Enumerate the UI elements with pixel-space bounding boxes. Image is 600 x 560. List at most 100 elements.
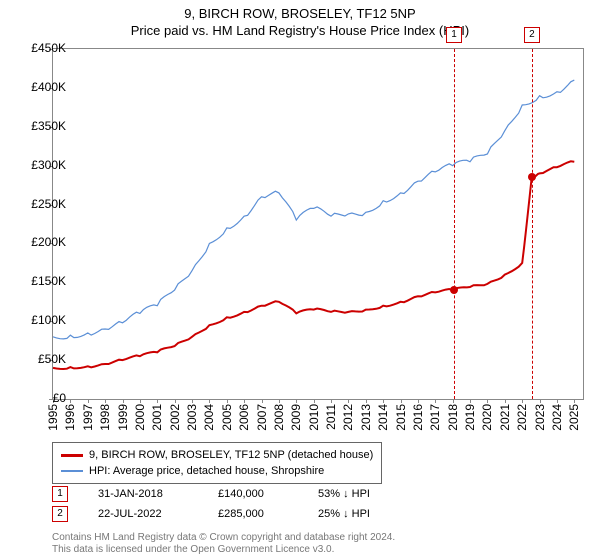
x-axis-label: 1999	[116, 404, 130, 431]
x-axis-label: 2019	[463, 404, 477, 431]
sale-rows: 1 31-JAN-2018 £140,000 53% ↓ HPI 2 22-JU…	[52, 486, 370, 526]
y-axis-label: £100K	[6, 313, 66, 327]
sale-diff: 53% ↓ HPI	[318, 488, 370, 500]
footer-line1: Contains HM Land Registry data © Crown c…	[52, 532, 395, 544]
chart-title-line1: 9, BIRCH ROW, BROSELEY, TF12 5NP	[0, 0, 600, 21]
x-axis-label: 2009	[289, 404, 303, 431]
x-axis-label: 2017	[428, 404, 442, 431]
chart-title-line2: Price paid vs. HM Land Registry's House …	[0, 21, 600, 38]
legend-row-series2: HPI: Average price, detached house, Shro…	[61, 463, 373, 479]
footer: Contains HM Land Registry data © Crown c…	[52, 532, 395, 556]
x-axis-label: 2015	[394, 404, 408, 431]
legend-label-2: HPI: Average price, detached house, Shro…	[89, 463, 324, 479]
x-tick	[418, 399, 419, 403]
legend-row-series1: 9, BIRCH ROW, BROSELEY, TF12 5NP (detach…	[61, 447, 373, 463]
legend-swatch-2	[61, 470, 83, 472]
x-tick	[366, 399, 367, 403]
sale-price: £140,000	[218, 488, 288, 500]
y-axis-label: £450K	[6, 41, 66, 55]
legend: 9, BIRCH ROW, BROSELEY, TF12 5NP (detach…	[52, 442, 382, 484]
x-tick	[540, 399, 541, 403]
x-tick	[574, 399, 575, 403]
x-axis-label: 2023	[533, 404, 547, 431]
x-tick	[435, 399, 436, 403]
legend-swatch-1	[61, 454, 83, 457]
sale-dot	[450, 286, 458, 294]
x-axis-label: 2024	[550, 404, 564, 431]
sale-marker-box: 1	[446, 27, 462, 43]
sale-row: 2 22-JUL-2022 £285,000 25% ↓ HPI	[52, 506, 370, 522]
x-tick	[505, 399, 506, 403]
y-axis-label: £150K	[6, 274, 66, 288]
x-axis-label: 2025	[567, 404, 581, 431]
x-axis-label: 2001	[150, 404, 164, 431]
x-axis-label: 2005	[220, 404, 234, 431]
sale-price: £285,000	[218, 508, 288, 520]
x-tick	[140, 399, 141, 403]
x-axis-label: 2010	[307, 404, 321, 431]
x-axis-label: 2016	[411, 404, 425, 431]
x-tick	[453, 399, 454, 403]
x-tick	[314, 399, 315, 403]
x-tick	[175, 399, 176, 403]
y-axis-label: £200K	[6, 235, 66, 249]
x-tick	[70, 399, 71, 403]
sale-row: 1 31-JAN-2018 £140,000 53% ↓ HPI	[52, 486, 370, 502]
sale-row-box: 1	[52, 486, 68, 502]
x-axis-label: 2011	[324, 404, 338, 430]
sale-row-box: 2	[52, 506, 68, 522]
x-axis-label: 2022	[515, 404, 529, 431]
footer-line2: This data is licensed under the Open Gov…	[52, 544, 395, 556]
y-axis-label: £50K	[6, 352, 66, 366]
x-tick	[522, 399, 523, 403]
x-axis-label: 2004	[202, 404, 216, 431]
x-axis-label: 2018	[446, 404, 460, 431]
x-tick	[470, 399, 471, 403]
chart-svg	[53, 49, 583, 399]
x-axis-label: 2012	[341, 404, 355, 431]
x-axis-label: 1995	[46, 404, 60, 431]
x-tick	[383, 399, 384, 403]
x-tick	[557, 399, 558, 403]
x-axis-label: 2006	[237, 404, 251, 431]
sale-marker-box: 2	[524, 27, 540, 43]
x-axis-label: 2000	[133, 404, 147, 431]
x-axis-label: 1997	[81, 404, 95, 431]
sale-marker-line	[454, 49, 455, 399]
x-axis-label: 2013	[359, 404, 373, 431]
y-axis-label: £350K	[6, 119, 66, 133]
y-axis-label: £400K	[6, 80, 66, 94]
sale-date: 22-JUL-2022	[98, 508, 188, 520]
x-axis-label: 2020	[480, 404, 494, 431]
sale-date: 31-JAN-2018	[98, 488, 188, 500]
x-axis-label: 2003	[185, 404, 199, 431]
sale-marker-line	[532, 49, 533, 399]
y-axis-label: £300K	[6, 158, 66, 172]
x-tick	[157, 399, 158, 403]
sale-diff: 25% ↓ HPI	[318, 508, 370, 520]
x-tick	[487, 399, 488, 403]
x-tick	[192, 399, 193, 403]
x-tick	[262, 399, 263, 403]
x-tick	[244, 399, 245, 403]
x-axis-label: 1996	[63, 404, 77, 431]
x-tick	[296, 399, 297, 403]
x-axis-label: 2021	[498, 404, 512, 431]
x-tick	[401, 399, 402, 403]
x-tick	[209, 399, 210, 403]
x-axis-label: 2002	[168, 404, 182, 431]
x-tick	[123, 399, 124, 403]
x-tick	[88, 399, 89, 403]
x-tick	[105, 399, 106, 403]
x-axis-label: 2014	[376, 404, 390, 431]
x-tick	[279, 399, 280, 403]
sale-dot	[528, 173, 536, 181]
x-tick	[348, 399, 349, 403]
x-tick	[331, 399, 332, 403]
x-tick	[227, 399, 228, 403]
x-axis-label: 1998	[98, 404, 112, 431]
y-axis-label: £250K	[6, 197, 66, 211]
chart-plot-area: 12	[52, 48, 584, 400]
x-axis-label: 2008	[272, 404, 286, 431]
legend-label-1: 9, BIRCH ROW, BROSELEY, TF12 5NP (detach…	[89, 447, 373, 463]
